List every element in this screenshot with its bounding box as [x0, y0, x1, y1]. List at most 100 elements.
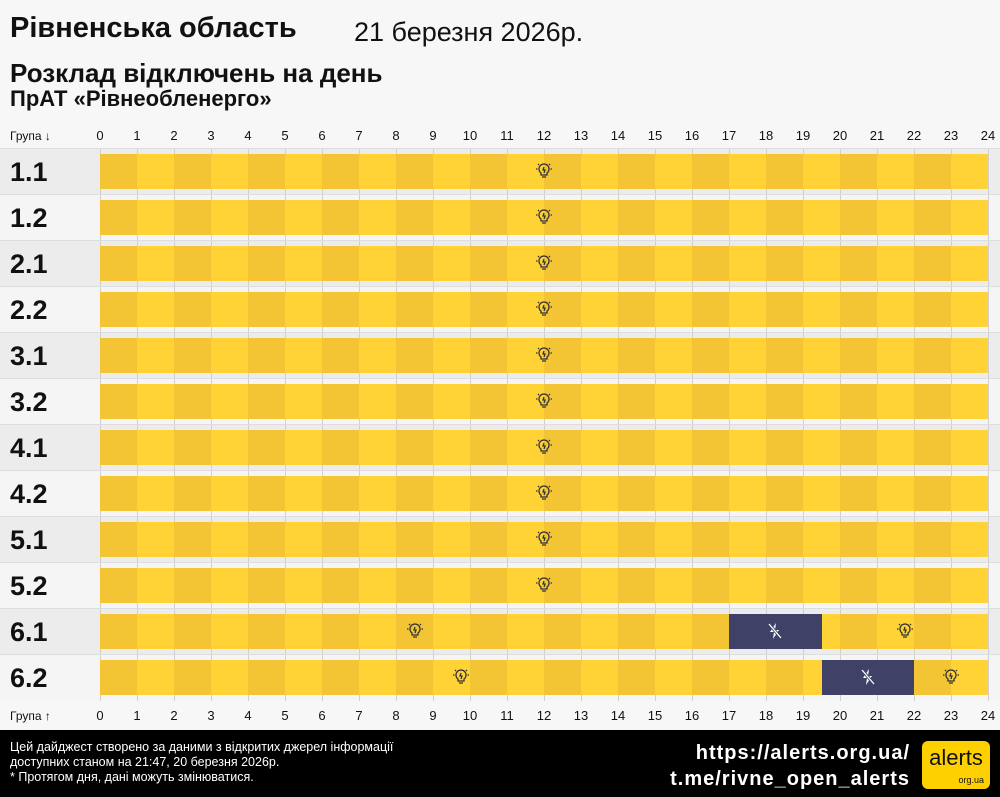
group-row: 1.2: [0, 194, 1000, 241]
power-on-hour: [507, 660, 544, 695]
power-on-hour: [618, 476, 655, 511]
hour-tick-label: 6: [318, 708, 326, 723]
group-row: 2.2: [0, 286, 1000, 333]
timeline-track: [100, 195, 1000, 241]
power-on-hour: [951, 292, 988, 327]
power-on-hour: [544, 384, 581, 419]
hour-gridline: [988, 241, 989, 287]
power-on-hour: [581, 384, 618, 419]
power-on-hour: [285, 292, 322, 327]
power-on-hour: [211, 338, 248, 373]
lightbulb-icon: [942, 668, 960, 686]
power-on-hour: [359, 200, 396, 235]
power-on-hour: [766, 200, 803, 235]
power-on-hour: [174, 154, 211, 189]
power-on-hour: [951, 660, 988, 695]
power-on-hour: [322, 384, 359, 419]
power-on-hour: [322, 338, 359, 373]
schedule-date: 21 березня 2026р.: [354, 17, 584, 47]
region-title: Рівненська область: [10, 12, 297, 44]
group-label: 6.1: [10, 617, 48, 647]
hour-axis-top: Група ↓ 0 1 2 3 4 5 6 7 8 9 10 11 12 13 14 15 16 17 18 19 20…: [0, 124, 1000, 148]
hour-tick-label: 24: [980, 708, 996, 723]
power-on-hour: [914, 246, 951, 281]
power-on-hour: [211, 200, 248, 235]
hour-tick-label: 17: [721, 128, 737, 143]
power-on-hour: [877, 200, 914, 235]
power-on-hour: [322, 614, 359, 649]
power-on-hour: [544, 476, 581, 511]
power-on-hour: [507, 246, 544, 281]
power-on-hour: [470, 568, 507, 603]
lightbulb-icon: [535, 208, 553, 226]
power-on-hour: [655, 338, 692, 373]
power-on-hour: [655, 292, 692, 327]
group-row: 4.2: [0, 470, 1000, 517]
hour-tick-label: 0: [96, 128, 104, 143]
hour-tick-label: 4: [244, 708, 252, 723]
power-on-hour: [433, 338, 470, 373]
power-on-hour: [655, 522, 692, 557]
timeline-track: [100, 149, 1000, 195]
power-on-hour: [655, 200, 692, 235]
power-on-hour: [655, 384, 692, 419]
power-on-hour: [248, 522, 285, 557]
power-on-hour: [285, 338, 322, 373]
power-on-hour: [840, 292, 877, 327]
power-on-hour: [396, 246, 433, 281]
power-on-hour: [359, 292, 396, 327]
telegram-link[interactable]: t.me/rivne_open_alerts: [670, 768, 910, 790]
power-on-hour: [100, 200, 137, 235]
power-on-hour: [692, 660, 729, 695]
hour-tick-label: 8: [392, 708, 400, 723]
power-on-hour: [544, 338, 581, 373]
power-on-hour: [211, 384, 248, 419]
group-label: 2.2: [10, 295, 48, 325]
power-on-hour: [359, 568, 396, 603]
power-on-hour: [951, 154, 988, 189]
power-on-hour: [544, 614, 581, 649]
power-on-hour: [618, 430, 655, 465]
power-on-hour: [729, 522, 766, 557]
group-label: 1.1: [10, 157, 48, 187]
power-on-hour: [470, 522, 507, 557]
company-name: ПрАТ «Рівнеобленерго»: [10, 86, 272, 111]
timeline-track: [100, 333, 1000, 379]
lightbulb-icon: [535, 576, 553, 594]
power-on-hour: [914, 200, 951, 235]
power-on-hour: [285, 522, 322, 557]
power-on-hour: [396, 660, 433, 695]
power-on-hour: [877, 430, 914, 465]
hour-tick-label: 13: [573, 708, 589, 723]
power-on-hour: [396, 292, 433, 327]
power-on-hour: [766, 568, 803, 603]
power-on-hour: [285, 568, 322, 603]
power-on-hour: [137, 660, 174, 695]
power-on-hour: [729, 246, 766, 281]
power-on-hour: [433, 430, 470, 465]
no-power-icon: [859, 668, 877, 686]
power-on-hour: [544, 200, 581, 235]
power-on-hour: [396, 154, 433, 189]
lightbulb-icon: [535, 530, 553, 548]
power-on-hour: [655, 246, 692, 281]
power-on-hour: [433, 476, 470, 511]
power-on-hour: [359, 522, 396, 557]
power-on-hour: [692, 246, 729, 281]
hour-tick-label: 10: [462, 128, 478, 143]
power-on-hour: [285, 200, 322, 235]
power-on-hour: [951, 476, 988, 511]
power-on-hour: [544, 246, 581, 281]
timeline-track: [100, 379, 1000, 425]
hour-tick-label: 15: [647, 128, 663, 143]
group-label: 1.2: [10, 203, 48, 233]
hour-tick-label: 5: [281, 128, 289, 143]
power-on-hour: [877, 614, 914, 649]
hour-tick-label: 3: [207, 708, 215, 723]
power-on-hour: [211, 660, 248, 695]
power-on-hour: [359, 154, 396, 189]
power-on-hour: [396, 200, 433, 235]
site-link[interactable]: https://alerts.org.ua/: [695, 742, 910, 764]
power-on-hour: [618, 568, 655, 603]
power-on-hour: [433, 522, 470, 557]
